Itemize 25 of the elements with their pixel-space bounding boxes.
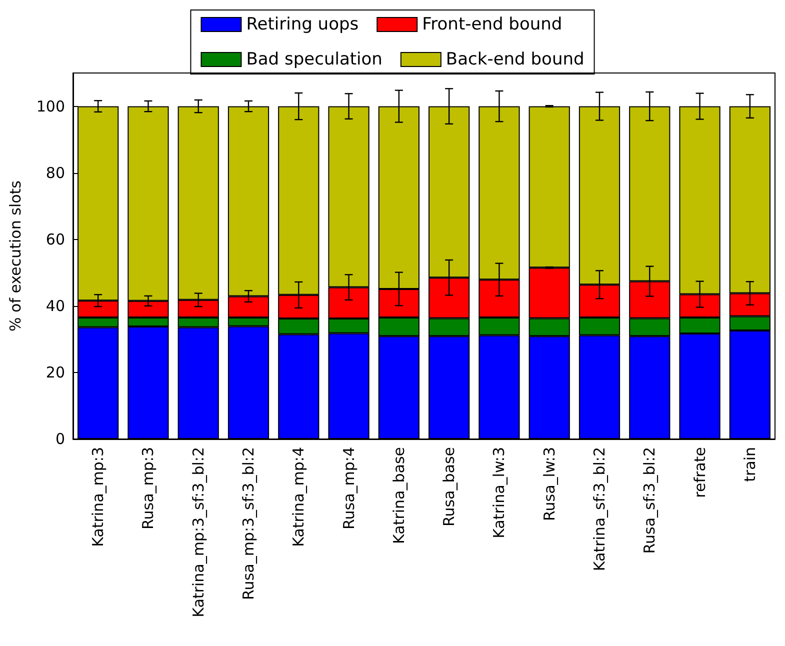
y-tick-label: 80 [46,164,65,182]
x-tick-label: Katrina_sf:3_bl:2 [590,447,608,572]
x-tick-label: Rusa_lw:3 [540,447,558,521]
x-tick-label: Katrina_base [390,447,408,544]
x-tick-label: Katrina_lw:3 [490,447,508,538]
x-tick-label: Katrina_mp:3 [89,447,108,547]
x-tick-label: refrate [690,447,709,498]
y-tick-label: 40 [46,296,65,315]
legend-label: Front-end bound [422,14,562,34]
x-tick-label: Katrina_mp:4 [290,447,308,547]
legend-label: Retiring uops [246,14,359,34]
x-tick-label: Rusa_mp:3 [139,447,158,530]
legend-label: Back-end bound [446,50,584,70]
y-tick-label: 0 [55,430,65,448]
x-tick-label: Rusa_mp:3_sf:3_bl:2 [240,447,258,600]
x-tick-label: Rusa_base [440,447,458,527]
legend-label: Bad speculation [246,50,382,70]
y-tick-label: 20 [46,363,65,382]
y-axis-title: % of execution slots [6,180,24,332]
x-tick-label: train [740,447,759,482]
y-tick-label: 100 [36,97,65,116]
x-tick-label: Katrina_mp:3_sf:3_bl:2 [189,447,208,618]
y-tick-label: 60 [46,230,65,248]
x-tick-label: Rusa_mp:4 [340,447,358,530]
x-tick-label: Rusa_sf:3_bl:2 [640,447,659,554]
